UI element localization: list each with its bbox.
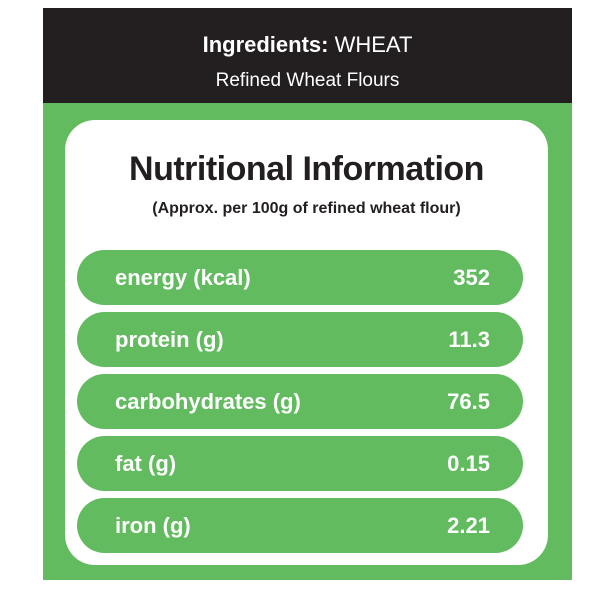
- nutrient-value: 0.15: [447, 451, 490, 476]
- header: Ingredients: WHEAT Refined Wheat Flours: [43, 8, 572, 103]
- description: Refined Wheat Flours: [215, 70, 400, 91]
- nutrient-name: protein (g): [115, 327, 224, 352]
- nutrient-name: iron (g): [115, 513, 191, 538]
- ingredients-line: Ingredients: WHEAT: [43, 32, 572, 58]
- ingredients-label: Ingredients:: [202, 32, 329, 57]
- nutrient-name: fat (g): [115, 451, 177, 476]
- nutrient-row: energy (kcal) 352: [77, 250, 523, 305]
- nutrient-value: 11.3: [448, 327, 490, 352]
- ingredient: WHEAT: [334, 32, 413, 57]
- card-subtitle: (Approx. per 100g of refined wheat flour…: [152, 200, 461, 217]
- panel: Nutritional Information (Approx. per 100…: [43, 103, 572, 580]
- nutrition-card: Nutritional Information (Approx. per 100…: [65, 120, 548, 565]
- nutrient-value: 352: [453, 265, 490, 290]
- nutrient-row: carbohydrates (g) 76.5: [77, 374, 523, 429]
- nutrient-name: carbohydrates (g): [115, 389, 301, 414]
- nutrient-name: energy (kcal): [115, 265, 251, 290]
- card-title: Nutritional Information: [129, 150, 484, 188]
- nutrient-row: iron (g) 2.21: [77, 498, 523, 553]
- nutrient-row: protein (g) 11.3: [77, 312, 523, 367]
- nutrient-value: 76.5: [447, 389, 490, 414]
- nutrient-row: fat (g) 0.15: [77, 436, 523, 491]
- nutrient-value: 2.21: [447, 513, 490, 538]
